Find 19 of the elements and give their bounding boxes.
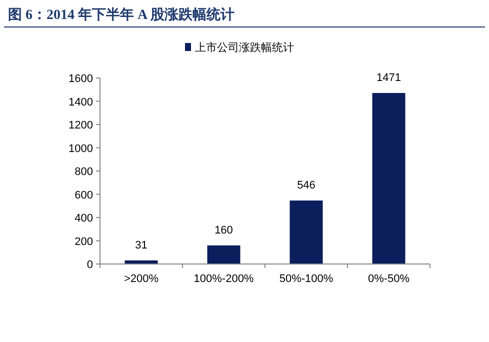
x-tick-label: >200% (124, 273, 159, 285)
y-tick-label: 0 (86, 259, 93, 271)
y-tick-label: 1600 (68, 73, 93, 85)
x-tick-label: 100%-200% (194, 273, 254, 285)
legend-label: 上市公司涨跌幅统计 (195, 41, 294, 54)
x-tick-label: 0%-50% (368, 273, 410, 285)
y-tick-label: 1400 (68, 96, 93, 108)
y-tick-label: 1000 (68, 142, 93, 155)
data-label: 546 (297, 180, 316, 192)
y-tick-label: 800 (74, 166, 93, 178)
x-tick-label: 50%-100% (279, 273, 334, 285)
y-tick-label: 400 (74, 212, 93, 224)
data-label: 31 (135, 239, 148, 252)
data-label: 160 (214, 224, 233, 236)
y-tick-label: 600 (74, 189, 93, 202)
y-tick-label: 200 (74, 236, 93, 248)
data-label: 1471 (376, 72, 401, 84)
chart-title: 图 6：2014 年下半年 A 股涨跌幅统计 (8, 6, 234, 23)
y-tick-label: 1200 (68, 120, 93, 132)
